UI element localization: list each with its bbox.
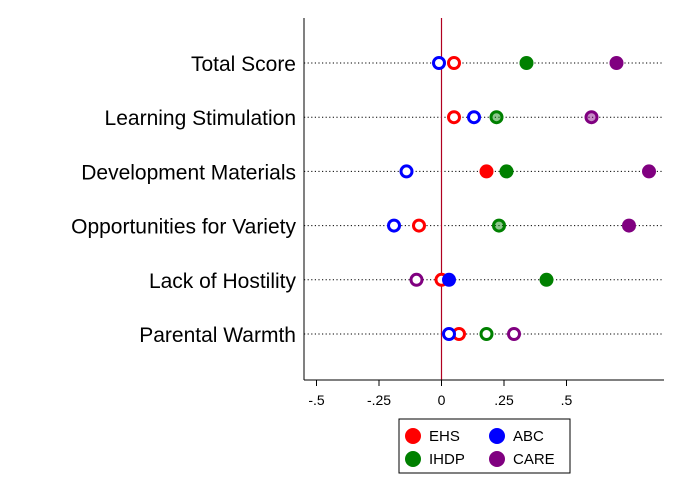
point-ihdp-learning-stimulation <box>489 110 504 125</box>
legend: EHS ABC IHDP CARE <box>398 418 571 474</box>
legend-box <box>398 418 571 474</box>
category-label-total-score: Total Score <box>191 53 296 76</box>
point-abc-parental-warmth <box>442 327 456 341</box>
point-ehs-total-score <box>447 56 461 70</box>
data-points <box>387 56 656 341</box>
point-abc-learning-stimulation <box>467 110 481 125</box>
category-labels: Total Score Learning Stimulation Developme… <box>71 53 296 347</box>
series-ehs <box>412 56 494 341</box>
category-label-lack-of-hostility: Lack of Hostility <box>149 270 297 293</box>
legend-swatch-ihdp <box>405 451 421 467</box>
point-care-opportunities-for-variety <box>622 218 636 233</box>
legend-label-care: CARE <box>513 451 555 468</box>
point-care-parental-warmth <box>507 327 521 341</box>
axes <box>303 18 664 381</box>
legend-label-ehs: EHS <box>429 428 460 445</box>
point-ehs-opportunities-for-variety <box>412 218 426 233</box>
point-care-total-score <box>609 56 624 70</box>
x-tick-label-2: 0 <box>438 392 446 408</box>
series-abc <box>387 56 481 341</box>
point-ihdp-development-materials <box>499 164 514 179</box>
legend-swatch-abc <box>489 428 505 444</box>
x-tick-label-3: .25 <box>494 392 514 408</box>
point-abc-lack-of-hostility <box>442 272 456 287</box>
category-label-learning-stimulation: Learning Stimulation <box>105 107 296 130</box>
series-care <box>409 56 656 341</box>
point-abc-opportunities-for-variety <box>387 218 401 233</box>
category-label-development-materials: Development Materials <box>81 161 296 184</box>
series-ihdp <box>479 56 554 341</box>
point-ehs-development-materials <box>479 164 494 179</box>
x-tick-label-0: -.5 <box>308 392 325 408</box>
category-label-parental-warmth: Parental Warmth <box>139 324 296 347</box>
point-care-development-materials <box>642 164 656 179</box>
legend-label-abc: ABC <box>513 428 544 445</box>
point-ehs-learning-stimulation <box>447 110 461 125</box>
point-care-learning-stimulation <box>584 110 599 125</box>
point-ihdp-opportunities-for-variety <box>492 218 506 233</box>
point-ihdp-parental-warmth <box>479 327 494 341</box>
x-tick-label-1: -.25 <box>367 392 391 408</box>
point-care-lack-of-hostility <box>409 272 424 287</box>
x-tick-label-4: .5 <box>561 392 573 408</box>
legend-swatch-ehs <box>405 428 421 444</box>
legend-label-ihdp: IHDP <box>429 451 465 468</box>
point-ihdp-total-score <box>519 56 534 70</box>
point-abc-total-score <box>432 56 446 70</box>
category-label-opportunities-for-variety: Opportunities for Variety <box>71 216 296 239</box>
point-ihdp-lack-of-hostility <box>539 272 554 287</box>
legend-swatch-care <box>489 451 505 467</box>
point-abc-development-materials <box>399 164 414 179</box>
x-tick-labels: -.5 -.25 0 .25 .5 <box>308 380 573 408</box>
